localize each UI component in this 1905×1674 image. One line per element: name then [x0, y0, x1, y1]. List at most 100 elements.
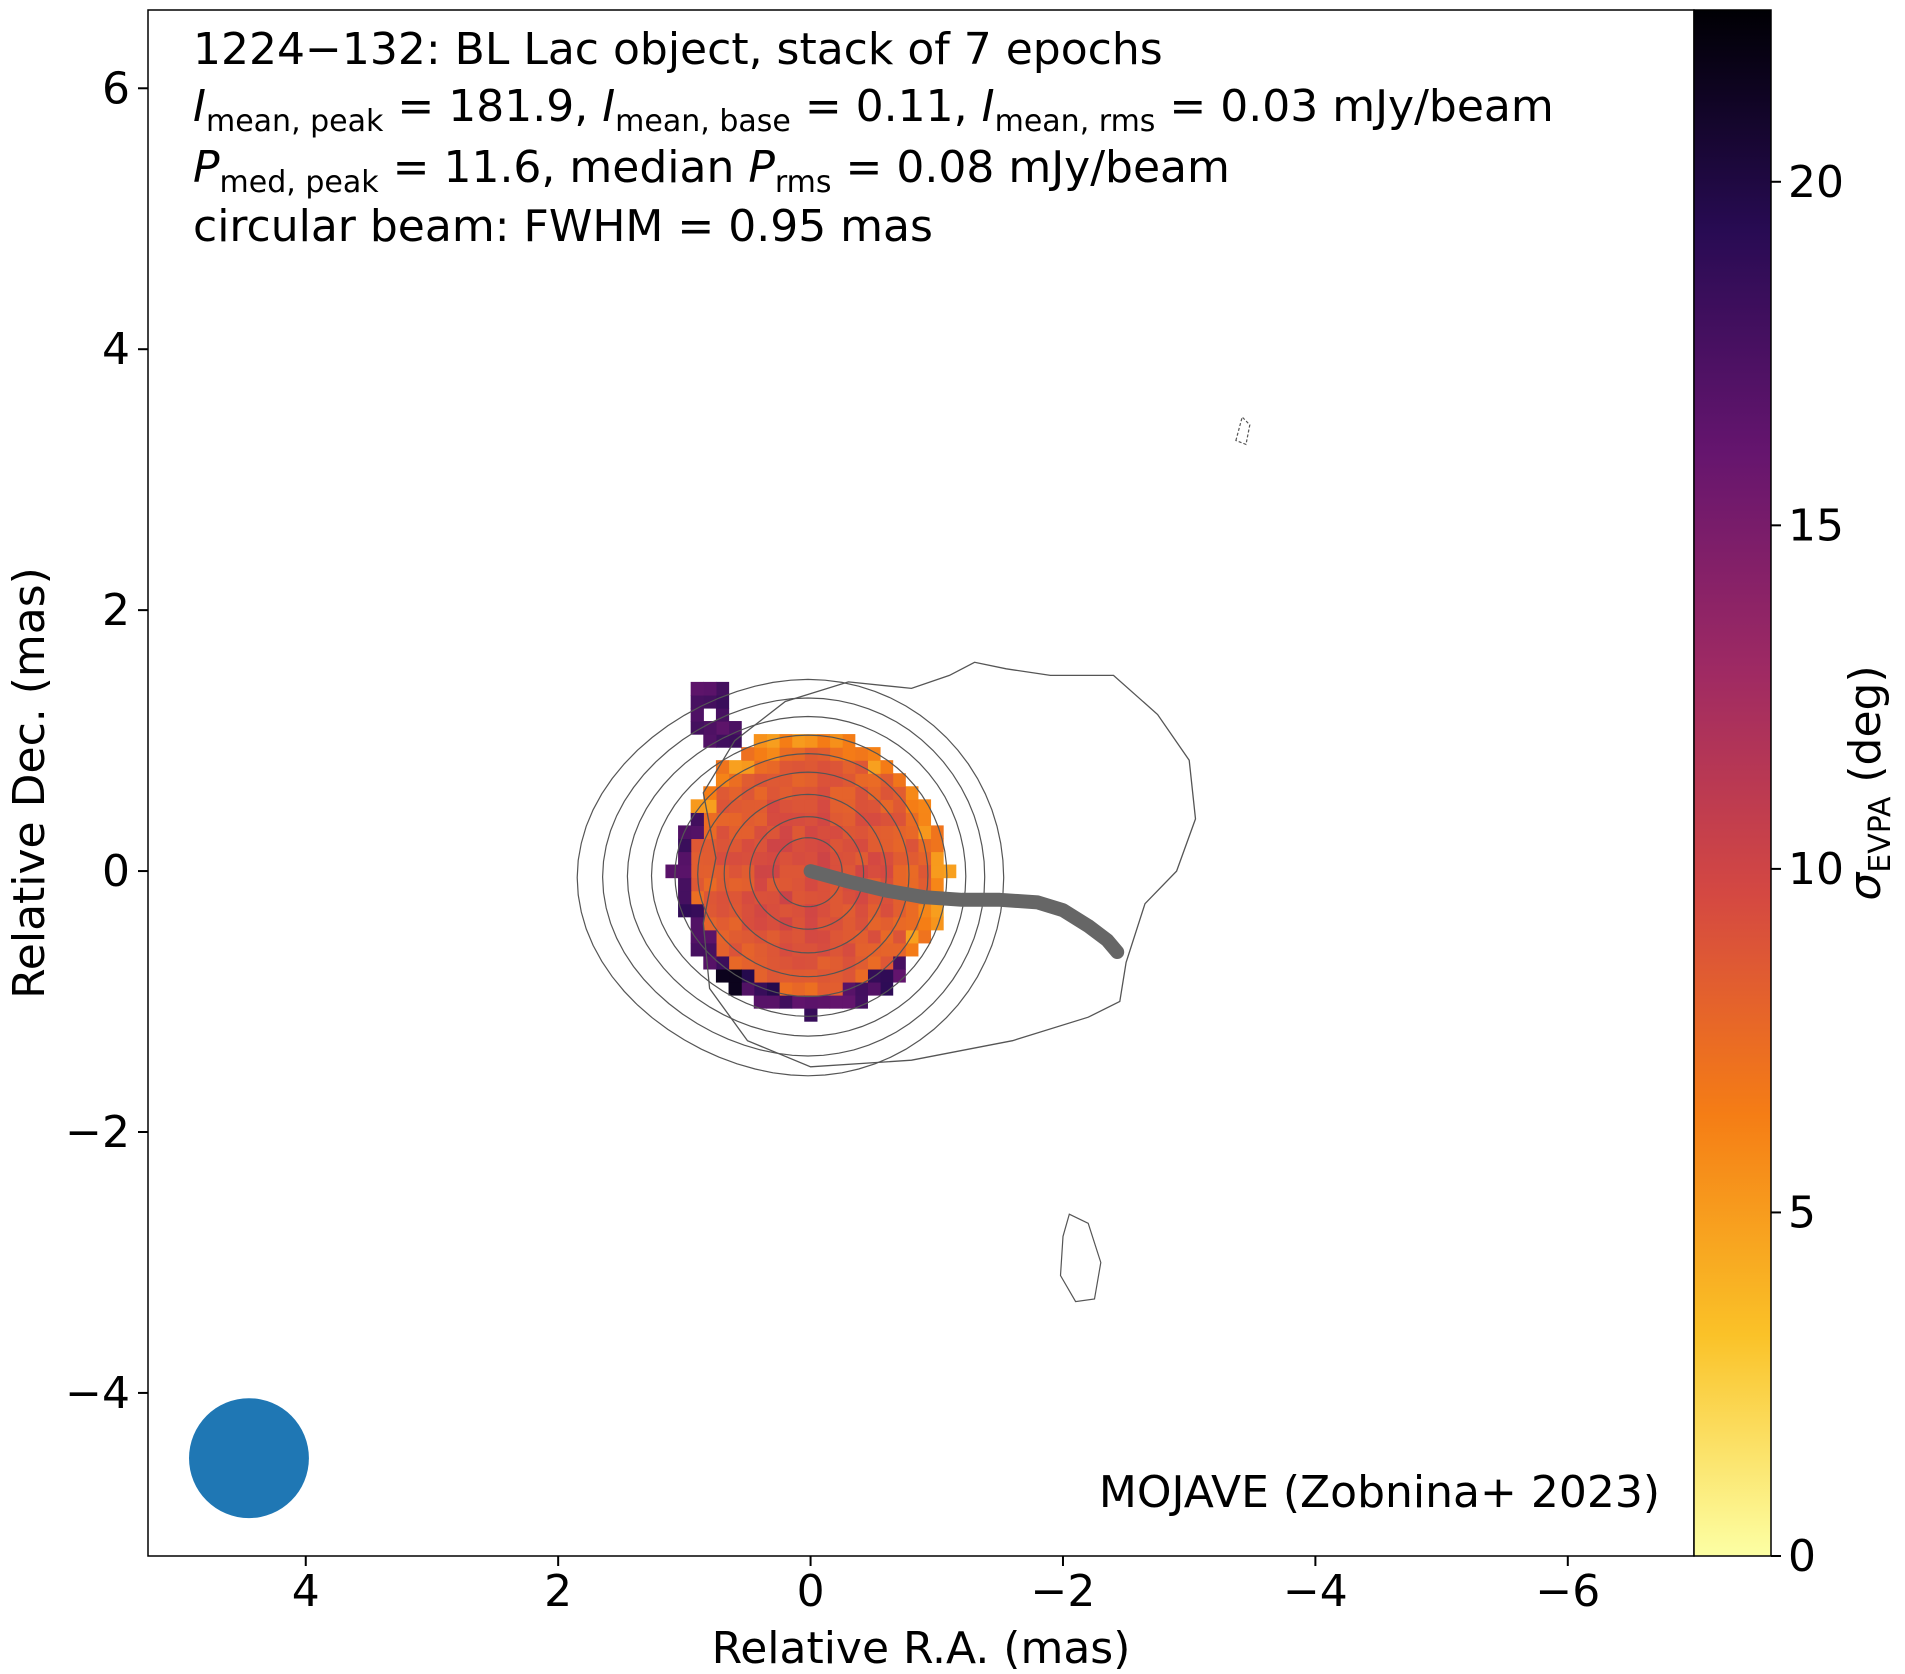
- heatmap-pixel: [842, 942, 856, 957]
- heatmap-pixel: [879, 916, 894, 931]
- heatmap-pixel: [816, 799, 831, 813]
- heatmap-pixel: [715, 903, 730, 918]
- heatmap-pixel: [715, 955, 730, 970]
- heatmap-pixel: [753, 955, 767, 970]
- heatmap-pixel: [766, 838, 780, 853]
- heatmap-pixel: [791, 890, 805, 905]
- heatmap-pixel: [879, 825, 894, 840]
- heatmap-pixel: [753, 903, 767, 918]
- heatmap-pixel: [678, 864, 692, 879]
- heatmap-pixel: [779, 825, 793, 840]
- heatmap-pixel: [816, 851, 831, 866]
- heatmap-pixel: [854, 799, 868, 813]
- heatmap-pixel: [753, 838, 767, 853]
- heatmap-pixel: [829, 995, 843, 1009]
- heatmap-pixel: [816, 995, 831, 1009]
- heatmap-pixel: [703, 929, 717, 944]
- info-line-2-sym-1: I: [193, 81, 206, 132]
- heatmap-pixel: [842, 838, 856, 853]
- heatmap-pixel: [779, 903, 793, 918]
- heatmap-pixel: [816, 786, 831, 800]
- x-tick-label: 2: [544, 1566, 572, 1617]
- heatmap-pixel: [816, 981, 831, 996]
- info-line-2-sub-2: mean, base: [615, 104, 791, 139]
- heatmap-pixel: [879, 786, 894, 800]
- heatmap-pixel: [867, 942, 881, 957]
- heatmap-pixel: [804, 825, 818, 840]
- colorbar-gradient: [1694, 10, 1771, 1556]
- heatmap-pixel: [842, 825, 856, 840]
- ridge-line-path: [803, 864, 1125, 959]
- heatmap-pixel: [816, 838, 831, 853]
- heatmap-pixel: [829, 773, 843, 787]
- heatmap-pixel: [715, 838, 730, 853]
- heatmap-pixel: [867, 864, 881, 879]
- heatmap-pixel: [879, 812, 894, 827]
- heatmap-pixel: [816, 942, 831, 957]
- heatmap-pixel: [728, 916, 742, 931]
- heatmap-pixel: [892, 838, 906, 853]
- beam-circle: [189, 1398, 309, 1519]
- heatmap-pixel: [892, 903, 906, 918]
- heatmap-pixel: [842, 995, 856, 1009]
- heatmap-pixel: [690, 721, 704, 735]
- heatmap-pixel: [779, 995, 793, 1009]
- heatmap-pixel: [791, 877, 805, 892]
- heatmap-pixel: [779, 773, 793, 787]
- heatmap-pixel: [804, 786, 818, 800]
- heatmap-pixel: [728, 903, 742, 918]
- plot-area: [147, 9, 1695, 1557]
- heatmap-pixel: [804, 734, 818, 748]
- colorbar-label-symbol: σ: [1840, 872, 1891, 901]
- heatmap-pixel: [690, 838, 704, 853]
- heatmap-pixel: [791, 734, 805, 748]
- heatmap-pixel: [741, 799, 755, 813]
- heatmap-pixel: [804, 799, 818, 813]
- heatmap-pixel: [753, 968, 767, 983]
- heatmap-pixel: [753, 825, 767, 840]
- heatmap-pixel: [930, 864, 944, 879]
- heatmap-pixel: [930, 916, 944, 931]
- heatmap-pixel: [779, 929, 793, 944]
- heatmap-pixel: [728, 825, 742, 840]
- heatmap-pixel: [791, 851, 805, 866]
- heatmap-pixel: [766, 903, 780, 918]
- heatmap-pixel: [703, 812, 717, 827]
- heatmap-pixel: [854, 825, 868, 840]
- heatmap-pixel: [879, 981, 894, 996]
- heatmap-pixel: [842, 968, 856, 983]
- heatmap-pixel: [867, 955, 881, 970]
- heatmap-pixel: [741, 825, 755, 840]
- heatmap-pixel: [804, 955, 818, 970]
- heatmap-pixel: [690, 929, 704, 944]
- heatmap-pixel: [854, 916, 868, 931]
- info-line-2-sub-1: mean, peak: [206, 104, 384, 139]
- heatmap-pixel: [690, 681, 704, 696]
- info-line-2-sub-3: mean, rms: [995, 104, 1156, 139]
- heatmap-pixel: [715, 812, 730, 827]
- heatmap-pixel: [917, 864, 932, 879]
- heatmap-pixel: [766, 799, 780, 813]
- heatmap-pixel: [791, 942, 805, 957]
- heatmap-pixel: [741, 838, 755, 853]
- heatmap-pixel: [816, 903, 831, 918]
- heatmap-pixel: [753, 799, 767, 813]
- heatmap-pixel: [766, 955, 780, 970]
- heatmap-pixel: [816, 955, 831, 970]
- info-line-2-val-2: = 0.11,: [791, 81, 982, 132]
- heatmap-pixel: [766, 995, 780, 1009]
- heatmap-pixel: [728, 799, 742, 813]
- heatmap-pixel: [678, 838, 692, 853]
- colorbar-label: σEVPA (deg): [1840, 665, 1898, 900]
- heatmap-pixel: [753, 812, 767, 827]
- heatmap-pixel: [728, 890, 742, 905]
- heatmap-pixel: [854, 929, 868, 944]
- info-line-3-sub-2: rms: [775, 165, 832, 200]
- heatmap-pixel: [829, 734, 843, 748]
- heatmap-pixel: [879, 851, 894, 866]
- heatmap-pixel: [753, 995, 767, 1009]
- heatmap-pixel: [930, 877, 944, 892]
- heatmap-pixel: [804, 1008, 818, 1022]
- colorbar-frame: [1693, 9, 1772, 1557]
- heatmap-pixel: [741, 890, 755, 905]
